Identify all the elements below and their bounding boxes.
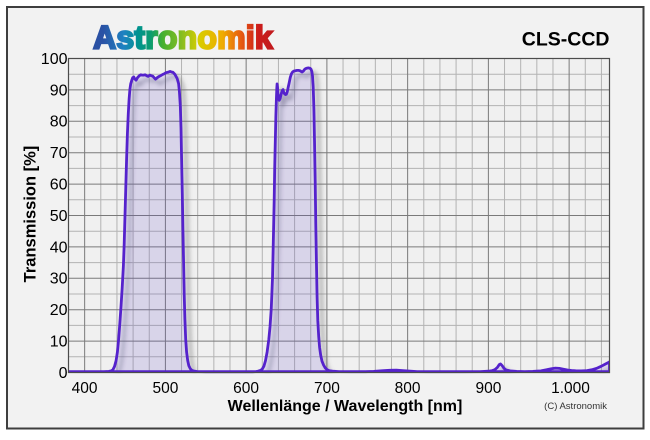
svg-text:60: 60 — [50, 177, 68, 194]
svg-text:Astronomik: Astronomik — [93, 20, 273, 56]
svg-text:30: 30 — [50, 271, 68, 288]
svg-text:20: 20 — [50, 302, 68, 319]
svg-text:700: 700 — [314, 380, 340, 397]
svg-text:600: 600 — [233, 380, 259, 397]
svg-text:100: 100 — [41, 51, 68, 68]
svg-text:90: 90 — [50, 82, 68, 99]
svg-text:10: 10 — [50, 334, 68, 351]
svg-text:500: 500 — [152, 380, 178, 397]
svg-text:Transmission [%]: Transmission [%] — [22, 146, 40, 283]
svg-text:0: 0 — [59, 365, 68, 382]
svg-text:400: 400 — [72, 380, 98, 397]
svg-text:40: 40 — [50, 239, 68, 256]
svg-text:80: 80 — [50, 114, 68, 131]
svg-text:Wellenlänge / Wavelength [nm]: Wellenlänge / Wavelength [nm] — [228, 398, 463, 415]
svg-text:(C) Astronomik: (C) Astronomik — [544, 401, 607, 412]
svg-text:70: 70 — [50, 145, 68, 162]
svg-text:1.000: 1.000 — [551, 380, 590, 397]
svg-text:900: 900 — [475, 380, 501, 397]
svg-text:CLS-CCD: CLS-CCD — [522, 28, 610, 50]
svg-text:800: 800 — [395, 380, 421, 397]
svg-text:50: 50 — [50, 208, 68, 225]
